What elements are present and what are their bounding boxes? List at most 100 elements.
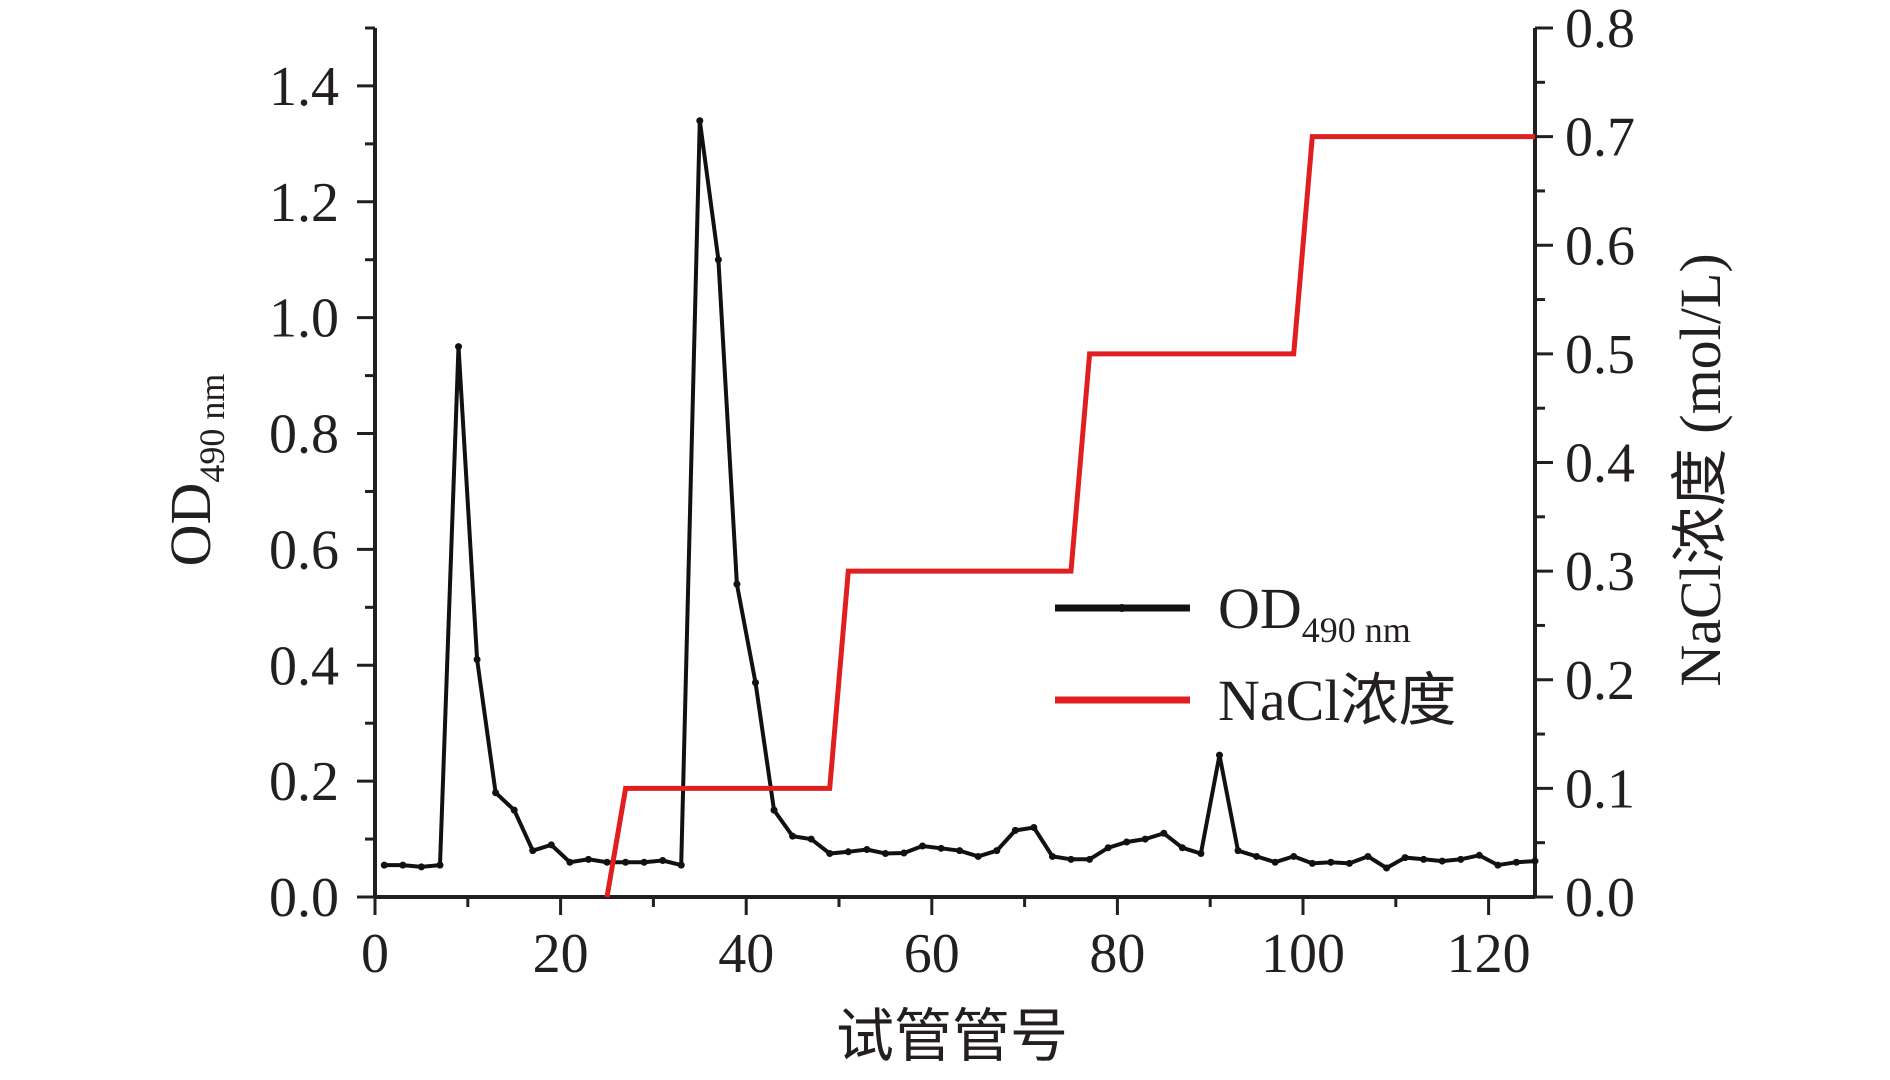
- x-tick-label: 40: [718, 923, 774, 985]
- legend-label-od: OD490 nm: [1218, 576, 1411, 650]
- ticks: 0 20 40 60 80 100 120 0.0 0.2 0.4 0.6 0.8 1.0 1.2 1.4 0…: [269, 0, 1635, 985]
- data-point: [844, 848, 852, 856]
- data-point: [640, 858, 648, 866]
- y-right-axis-title: NaCl浓度 (mol/L): [1668, 253, 1733, 686]
- data-point: [529, 847, 537, 855]
- y-left-axis-title-main: OD: [158, 483, 223, 567]
- y-left-tick-label: 0.8: [269, 404, 339, 466]
- y-right-tick-label: 0.3: [1565, 541, 1635, 603]
- data-point: [417, 863, 425, 871]
- data-point: [1178, 844, 1186, 852]
- y-right-tick-label: 0.5: [1565, 324, 1635, 386]
- data-point: [789, 832, 797, 840]
- data-point: [770, 806, 778, 814]
- x-tick-label: 100: [1261, 923, 1345, 985]
- data-point: [380, 861, 388, 869]
- data-point: [622, 858, 630, 866]
- legend: OD490 nm NaCl浓度: [1055, 576, 1456, 733]
- data-point: [436, 861, 444, 869]
- x-tick-label: 60: [904, 923, 960, 985]
- data-point: [1383, 864, 1391, 872]
- data-point: [1271, 858, 1279, 866]
- y-right-tick-label: 0.4: [1565, 433, 1635, 495]
- data-point: [1030, 823, 1038, 831]
- data-point: [1364, 852, 1372, 860]
- x-tick-label: 20: [533, 923, 589, 985]
- data-point: [900, 849, 908, 857]
- data-point: [919, 842, 927, 850]
- data-point: [1086, 855, 1094, 863]
- series-line-0: [384, 120, 1536, 871]
- data-point: [603, 858, 611, 866]
- data-point: [510, 806, 518, 814]
- data-point: [1438, 857, 1446, 865]
- data-point: [1512, 858, 1520, 866]
- series-line-1: [604, 134, 1535, 898]
- x-tick-label: 80: [1089, 923, 1145, 985]
- data-point: [1104, 844, 1112, 852]
- data-point: [1475, 851, 1483, 859]
- data-point: [399, 861, 407, 869]
- data-point: [492, 789, 500, 797]
- data-point: [455, 343, 463, 351]
- y-right-tick-label: 0.7: [1565, 107, 1635, 169]
- data-point: [1215, 751, 1223, 759]
- y-right-tick-label: 0.1: [1565, 758, 1635, 820]
- legend-label-nacl: NaCl浓度: [1218, 668, 1456, 733]
- data-point: [566, 858, 574, 866]
- y-right-tick-label: 0.8: [1565, 0, 1635, 60]
- data-point: [714, 256, 722, 264]
- x-tick-label: 0: [361, 923, 389, 985]
- data-point: [733, 580, 741, 588]
- data-point: [547, 841, 555, 849]
- data-point: [584, 855, 592, 863]
- data-point: [1345, 859, 1353, 867]
- legend-label-od-main: OD: [1218, 576, 1302, 641]
- data-point: [696, 117, 704, 125]
- data-point: [993, 847, 1001, 855]
- data-point: [1327, 858, 1335, 866]
- y-left-axis-title-sub: 490 nm: [192, 374, 232, 483]
- data-point: [974, 852, 982, 860]
- data-point: [1048, 852, 1056, 860]
- data-point: [881, 850, 889, 858]
- data-point: [1234, 847, 1242, 855]
- data-point: [1141, 835, 1149, 843]
- series: [380, 117, 1539, 898]
- data-point: [751, 679, 759, 687]
- data-point: [826, 850, 834, 858]
- data-point: [863, 845, 871, 853]
- data-point: [677, 861, 685, 869]
- y-left-tick-label: 0.2: [269, 751, 339, 813]
- axes: [373, 28, 1537, 899]
- data-point: [1401, 854, 1409, 862]
- data-point: [956, 847, 964, 855]
- x-tick-label: 120: [1447, 923, 1531, 985]
- data-point: [1494, 861, 1502, 869]
- y-left-tick-label: 0.6: [269, 519, 339, 581]
- y-left-tick-label: 1.4: [269, 56, 339, 118]
- legend-marker-od: [1118, 604, 1126, 612]
- data-point: [1067, 855, 1075, 863]
- y-left-tick-label: 1.2: [269, 172, 339, 234]
- data-point: [807, 835, 815, 843]
- data-point: [1457, 855, 1465, 863]
- y-left-tick-label: 1.0: [269, 288, 339, 350]
- y-right-tick-label: 0.0: [1565, 867, 1635, 929]
- data-point: [1420, 855, 1428, 863]
- data-point: [1123, 838, 1131, 846]
- y-right-tick-label: 0.2: [1565, 650, 1635, 712]
- data-point: [659, 857, 667, 865]
- legend-label-od-sub: 490 nm: [1302, 610, 1411, 650]
- data-point: [1253, 852, 1261, 860]
- data-point: [1160, 829, 1168, 837]
- data-point: [473, 655, 481, 663]
- data-point: [1011, 826, 1019, 834]
- data-point: [937, 844, 945, 852]
- data-point: [1197, 850, 1205, 858]
- y-left-tick-label: 0.0: [269, 867, 339, 929]
- data-point: [1531, 857, 1539, 865]
- data-point: [1290, 852, 1298, 860]
- y-left-tick-label: 0.4: [269, 635, 339, 697]
